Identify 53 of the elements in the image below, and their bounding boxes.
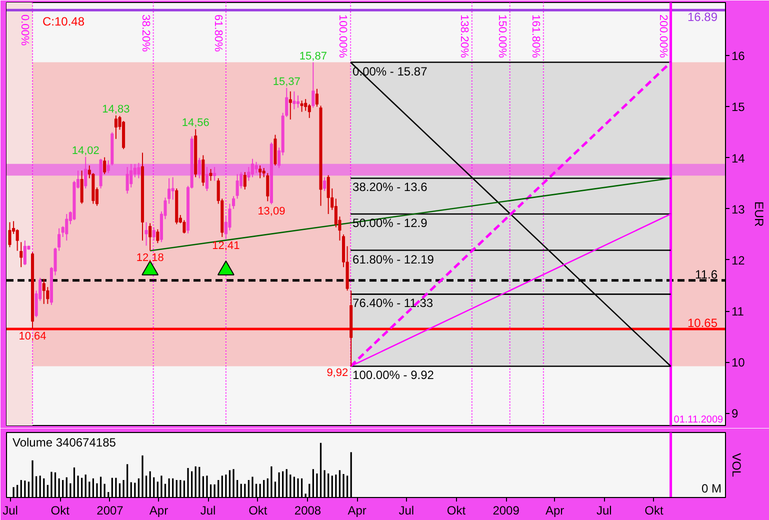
annotation: 0 M [701, 482, 722, 496]
x-tick-label: Okt [644, 504, 664, 518]
y-tick-label: 16 [732, 49, 746, 64]
annotation: 15,37 [272, 76, 300, 88]
ref-line-label: 11.6 [695, 267, 718, 282]
y-tick-label: 13 [732, 202, 746, 216]
x-tick-label: Jul [2, 504, 18, 518]
y-axis-title: EUR [752, 201, 766, 227]
annotation: 01.11.2009 [674, 414, 724, 426]
chart-title: Volume 340674185 [12, 436, 116, 450]
x-tick-label: 2009 [492, 504, 520, 518]
x-tick-label: Jul [398, 504, 414, 518]
x-tick-label: Okt [248, 504, 268, 518]
annotation: 61.80% - 12.19 [352, 252, 434, 266]
annotation: 50.00% - 12.9 [352, 216, 428, 230]
annotation: 12,18 [136, 252, 164, 264]
annotation: 12,41 [212, 240, 240, 252]
annotation: 100.00% - 9.92 [352, 368, 434, 382]
y-tick-label: 10 [732, 356, 746, 370]
ref-line-label: 138.20% [458, 14, 470, 58]
ref-line-label: 150.00% [496, 14, 508, 58]
x-tick-label: Apr [149, 504, 168, 518]
annotation: 14,56 [182, 117, 210, 130]
text: C:10.48 [42, 14, 85, 28]
annotation: 38.20% - 13.6 [352, 180, 428, 194]
ref-line-label: 38.20% [139, 14, 152, 52]
x-tick-label: Jul [200, 504, 216, 518]
ref-line-label: 16.89 [687, 10, 718, 24]
ref-line-label: 61.80% [212, 14, 224, 52]
x-tick-label: Okt [446, 504, 466, 518]
y-axis-title: VOL [730, 452, 744, 478]
x-tick-label: Apr [545, 504, 564, 518]
x-tick-label: 2008 [294, 504, 322, 518]
y-tick-label: 9 [732, 406, 738, 421]
y-tick-label: 14 [732, 151, 746, 166]
x-tick-label: Okt [50, 504, 70, 518]
y-tick-label: 12 [732, 253, 746, 268]
annotation: 15,87 [299, 50, 327, 62]
x-tick-label: Jul [596, 504, 612, 518]
annotation: 13,09 [258, 205, 286, 218]
ref-line-label: 161.80% [529, 14, 542, 58]
y-tick-label: 15 [732, 100, 746, 114]
ref-line-label: 100.00% [336, 14, 349, 58]
annotation: 14,02 [72, 144, 100, 157]
annotation: 10,64 [18, 330, 46, 342]
ref-line-label: 200.00% [656, 14, 669, 58]
y-tick-label: 11 [732, 304, 744, 319]
annotation: 9,92 [326, 367, 348, 380]
x-tick-label: Apr [348, 504, 366, 518]
ref-line-label: 0.00% [18, 14, 31, 46]
ref-line-label: 10.65 [687, 316, 718, 330]
annotation: 14,83 [102, 103, 130, 116]
x-tick-label: 2007 [96, 504, 124, 518]
